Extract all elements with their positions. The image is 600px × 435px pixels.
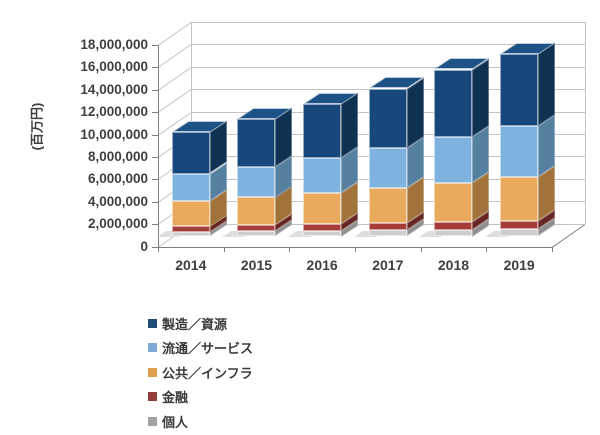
y-axis-tick-label: 6,000,000: [87, 171, 148, 187]
bar-segment-流通／サービス-2018: [434, 136, 473, 183]
bar-segment-金融-2015: [237, 225, 276, 232]
x-axis-line: [158, 246, 553, 248]
bar-segment-個人-2014: [171, 232, 210, 237]
y-axis-tick: [152, 246, 158, 248]
legend-item: 流通／サービス: [148, 336, 253, 361]
back-wall-gridline: [191, 66, 585, 68]
x-axis-category-label: 2018: [437, 257, 470, 273]
y-axis-tick-label: 12,000,000: [80, 104, 148, 120]
bar-segment-side-製造／資源: [472, 58, 490, 137]
x-axis-category-label: 2019: [503, 257, 535, 273]
y-axis-tick-label: 16,000,000: [80, 59, 148, 75]
legend-item: 金融: [148, 385, 253, 410]
left-wall-gridline: [157, 66, 192, 91]
y-axis-tick: [152, 224, 158, 226]
back-wall-gridline: [191, 22, 585, 23]
bar-segment-金融-2016: [303, 224, 342, 231]
legend-item: 個人: [148, 409, 253, 434]
y-axis-tick: [152, 156, 158, 158]
left-wall-gridline: [157, 89, 192, 114]
bar-segment-公共／インフラ-2019: [500, 177, 539, 221]
x-axis-tick: [355, 247, 356, 252]
y-axis-tick: [152, 112, 158, 114]
bar-segment-製造／資源-2019: [500, 54, 539, 127]
legend-item: 製造／資源: [148, 311, 253, 336]
legend-label: 製造／資源: [162, 316, 228, 332]
x-axis-category-label: 2015: [240, 257, 273, 273]
bar-segment-個人-2017: [368, 230, 407, 237]
bar-segment-個人-2016: [303, 230, 342, 237]
x-axis-category-label: 2014: [175, 257, 207, 273]
bar-segment-公共／インフラ-2014: [171, 200, 210, 227]
bar-segment-製造／資源-2017: [368, 88, 407, 149]
bar-segment-公共／インフラ-2016: [303, 193, 342, 225]
bar-segment-製造／資源-2016: [303, 104, 342, 159]
y-axis-tick-label: 14,000,000: [80, 81, 148, 97]
y-axis-tick: [152, 67, 158, 69]
legend-swatch-icon: [148, 367, 157, 377]
legend-item: 公共／インフラ: [148, 360, 253, 385]
y-axis-tick: [152, 89, 158, 91]
x-axis-tick: [552, 247, 554, 252]
legend-swatch-icon: [148, 343, 157, 353]
bar-segment-公共／インフラ-2017: [368, 188, 407, 224]
y-axis-tick-label: 8,000,000: [87, 148, 148, 164]
y-axis-tick-label: 2,000,000: [87, 216, 148, 232]
legend-swatch-icon: [148, 416, 157, 426]
floor-right-edge: [551, 223, 586, 248]
y-axis-tick-label: 4,000,000: [87, 193, 148, 209]
legend-label: 流通／サービス: [162, 341, 254, 357]
bar-segment-個人-2015: [237, 231, 276, 237]
left-wall-gridline: [157, 44, 192, 69]
x-axis-tick: [223, 247, 225, 252]
x-axis-tick: [420, 247, 422, 252]
bar-segment-公共／インフラ-2015: [237, 197, 276, 226]
y-axis-tick: [152, 201, 158, 203]
x-axis-tick: [158, 247, 159, 252]
y-axis-line: [158, 44, 159, 248]
bar-segment-流通／サービス-2017: [368, 148, 407, 189]
bar-segment-公共／インフラ-2018: [434, 182, 473, 222]
bar-segment-金融-2017: [368, 223, 407, 231]
legend-swatch-icon: [148, 392, 157, 402]
x-axis-category-label: 2016: [306, 257, 338, 273]
back-wall-right-edge: [585, 22, 586, 224]
bar-segment-製造／資源-2018: [434, 69, 473, 137]
legend: 製造／資源流通／サービス 公共／インフラ 金融個人: [148, 311, 253, 434]
bar-segment-流通／サービス-2019: [500, 126, 539, 178]
bar-segment-流通／サービス-2014: [171, 173, 210, 201]
left-wall-gridline: [157, 22, 192, 46]
bar-segment-金融-2018: [434, 221, 473, 230]
back-wall-gridline: [191, 44, 585, 46]
legend-label: 金融: [162, 390, 189, 406]
bar-segment-流通／サービス-2015: [237, 166, 276, 198]
bar-segment-金融-2019: [500, 220, 539, 230]
y-axis-tick-label: 18,000,000: [80, 36, 148, 52]
plot-area: 0 2,000,000 4,000,000 6,000,000 8,000,000 10,…: [80, 22, 586, 273]
bar-segment-流通／サービス-2016: [303, 158, 342, 194]
x-axis-category-label: 2017: [372, 257, 404, 273]
y-axis-tick: [152, 179, 158, 181]
bar-segment-製造／資源-2014: [171, 132, 210, 174]
bar-segment-side-製造／資源: [538, 42, 556, 127]
y-axis-tick-label: 0: [140, 238, 148, 254]
y-axis-tick: [152, 44, 158, 46]
x-axis-tick: [289, 247, 291, 252]
legend-swatch-icon: [148, 318, 157, 328]
x-axis-tick: [486, 247, 488, 252]
y-axis-tick: [152, 134, 158, 136]
y-axis-tick-label: 10,000,000: [80, 126, 148, 142]
legend-label: 個人: [162, 414, 189, 430]
bar-segment-個人-2019: [500, 229, 539, 237]
bar-segment-side-製造／資源: [406, 77, 424, 149]
legend-label: 公共／インフラ: [162, 365, 253, 381]
bar-segment-金融-2014: [171, 226, 210, 233]
bar-segment-製造／資源-2015: [237, 118, 276, 167]
bar-segment-個人-2018: [434, 229, 473, 237]
